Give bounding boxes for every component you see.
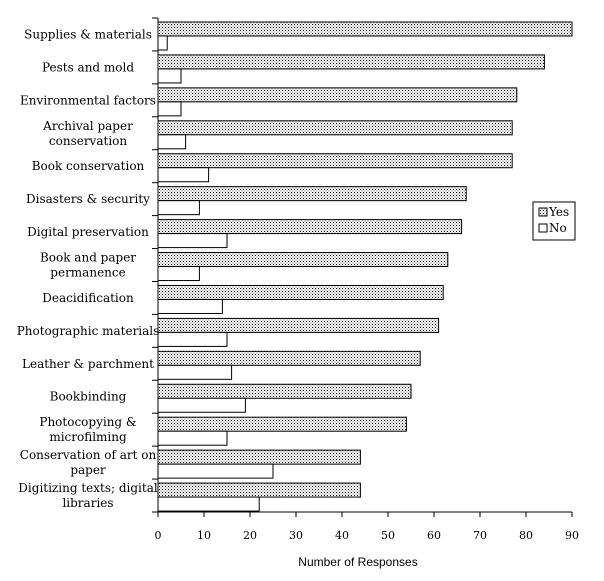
- category-label-13-line1: Conservation of art on: [20, 448, 157, 462]
- category-label-11: Bookbinding: [50, 390, 127, 404]
- category-label-12-line2: microfilming: [49, 430, 127, 444]
- bar-no-3: [157, 134, 187, 150]
- bar-no-14: [157, 496, 260, 512]
- bar-no-13: [157, 463, 274, 479]
- category-label-14-line2: libraries: [62, 496, 113, 510]
- bar-no-4: [157, 167, 210, 183]
- bar-yes-1: [157, 54, 545, 70]
- category-label-14-line1: Digitizing texts; digital: [18, 481, 158, 495]
- x-tick-label-40: 40: [335, 529, 349, 542]
- bars-group: [157, 21, 573, 512]
- bar-no-12: [157, 430, 228, 446]
- bar-no-8: [157, 298, 223, 314]
- x-tick-label-70: 70: [473, 529, 487, 542]
- bar-yes-2: [157, 87, 518, 103]
- category-label-4: Book conservation: [32, 159, 145, 173]
- axes-group: 0 10 20 30 40 50 60 70 80 90: [152, 17, 579, 542]
- bar-yes-14: [157, 482, 361, 498]
- category-label-8: Deacidification: [42, 291, 134, 305]
- category-label-6: Digital preservation: [27, 225, 149, 239]
- bar-no-2: [157, 101, 182, 117]
- x-tick-label-10: 10: [197, 529, 211, 542]
- x-tick-label-20: 20: [243, 529, 257, 542]
- x-tick-label-50: 50: [381, 529, 395, 542]
- category-label-7-line2: permanence: [50, 266, 125, 280]
- bar-no-7: [157, 266, 200, 282]
- bar-no-11: [157, 397, 246, 413]
- category-label-7-line1: Book and paper: [40, 251, 136, 265]
- bar-yes-12: [157, 416, 407, 432]
- category-label-0: Supplies & materials: [24, 27, 152, 41]
- bar-yes-9: [157, 317, 440, 333]
- category-label-10: Leather & parchment: [22, 357, 154, 371]
- x-tick-label-90: 90: [565, 529, 579, 542]
- legend-label-yes: Yes: [548, 205, 569, 219]
- bar-yes-7: [157, 252, 449, 268]
- category-label-1: Pests and mold: [42, 60, 134, 74]
- category-label-13-line2: paper: [70, 463, 106, 477]
- bar-yes-3: [157, 120, 513, 136]
- category-label-9: Photographic materials: [17, 324, 160, 338]
- legend-swatch-yes: [538, 207, 548, 217]
- category-label-5: Disasters & security: [26, 192, 150, 206]
- bar-yes-0: [157, 21, 573, 37]
- bar-no-10: [157, 364, 233, 380]
- bar-no-0: [157, 35, 168, 51]
- bar-yes-10: [157, 350, 421, 366]
- category-label-2: Environmental factors: [20, 93, 156, 107]
- x-axis-title: Number of Responses: [298, 555, 417, 569]
- x-tick-label-0: 0: [155, 529, 162, 542]
- bar-no-5: [157, 200, 200, 216]
- legend-swatch-no: [538, 223, 548, 233]
- category-label-12-line1: Photocopying &: [39, 415, 137, 429]
- bar-no-9: [157, 331, 228, 347]
- bar-yes-11: [157, 383, 412, 399]
- bar-yes-13: [157, 449, 361, 465]
- x-tick-label-30: 30: [289, 529, 303, 542]
- bar-yes-5: [157, 186, 467, 202]
- bar-yes-4: [157, 153, 513, 169]
- bar-no-1: [157, 68, 182, 84]
- bar-yes-6: [157, 219, 463, 235]
- bar-no-6: [157, 233, 228, 249]
- category-label-3-line1: Archival paper: [42, 119, 133, 133]
- category-labels: Supplies & materials Pests and mold Enviro…: [17, 27, 160, 510]
- category-label-3-line2: conservation: [49, 134, 127, 148]
- legend-label-no: No: [549, 221, 567, 235]
- x-tick-label-60: 60: [427, 529, 441, 542]
- x-tick-label-80: 80: [519, 529, 533, 542]
- bar-yes-8: [157, 284, 444, 300]
- legend: Yes No: [532, 201, 576, 241]
